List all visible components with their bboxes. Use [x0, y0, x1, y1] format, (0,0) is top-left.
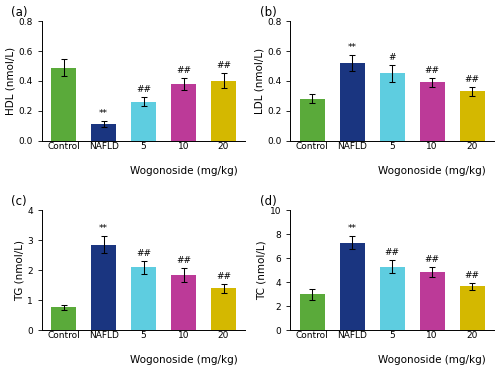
Text: ##: ##	[216, 272, 231, 281]
Text: Wogonoside (mg/kg): Wogonoside (mg/kg)	[130, 355, 238, 365]
Text: (d): (d)	[260, 195, 276, 208]
Text: (c): (c)	[11, 195, 27, 208]
Text: ##: ##	[216, 62, 231, 70]
Y-axis label: TC (nmol/L): TC (nmol/L)	[257, 241, 267, 300]
Text: ##: ##	[384, 248, 400, 257]
Bar	[52, 307, 76, 330]
Bar	[52, 68, 76, 141]
Text: **: **	[99, 109, 108, 118]
Bar	[380, 73, 404, 141]
Text: #: #	[388, 53, 396, 62]
Bar	[460, 286, 484, 330]
Text: (b): (b)	[260, 6, 276, 19]
Y-axis label: HDL (nmol/L): HDL (nmol/L)	[6, 47, 16, 115]
Bar	[380, 267, 404, 330]
Text: ##: ##	[424, 255, 440, 264]
Text: Wogonoside (mg/kg): Wogonoside (mg/kg)	[378, 166, 486, 176]
Text: ##: ##	[464, 271, 479, 280]
Bar	[92, 124, 116, 141]
Text: ##: ##	[464, 75, 479, 84]
Text: Wogonoside (mg/kg): Wogonoside (mg/kg)	[378, 355, 486, 365]
Bar	[131, 267, 156, 330]
Bar	[340, 63, 364, 141]
Y-axis label: TG (nmol/L): TG (nmol/L)	[14, 240, 24, 301]
Text: ##: ##	[176, 257, 191, 266]
Bar	[211, 288, 236, 330]
Text: ##: ##	[136, 85, 151, 94]
Text: **: **	[348, 224, 357, 233]
Text: Wogonoside (mg/kg): Wogonoside (mg/kg)	[130, 166, 238, 176]
Bar	[340, 243, 364, 330]
Bar	[211, 81, 236, 141]
Y-axis label: LDL (nmol/L): LDL (nmol/L)	[254, 48, 264, 114]
Bar	[300, 294, 324, 330]
Bar	[420, 272, 444, 330]
Text: **: **	[348, 43, 357, 52]
Bar	[131, 102, 156, 141]
Bar	[92, 245, 116, 330]
Text: **: **	[99, 225, 108, 233]
Bar	[460, 91, 484, 141]
Bar	[171, 84, 196, 141]
Bar	[171, 275, 196, 330]
Text: (a): (a)	[11, 6, 28, 19]
Text: ##: ##	[136, 249, 151, 258]
Text: ##: ##	[176, 66, 191, 75]
Bar	[300, 99, 324, 141]
Bar	[420, 82, 444, 141]
Text: ##: ##	[424, 66, 440, 75]
